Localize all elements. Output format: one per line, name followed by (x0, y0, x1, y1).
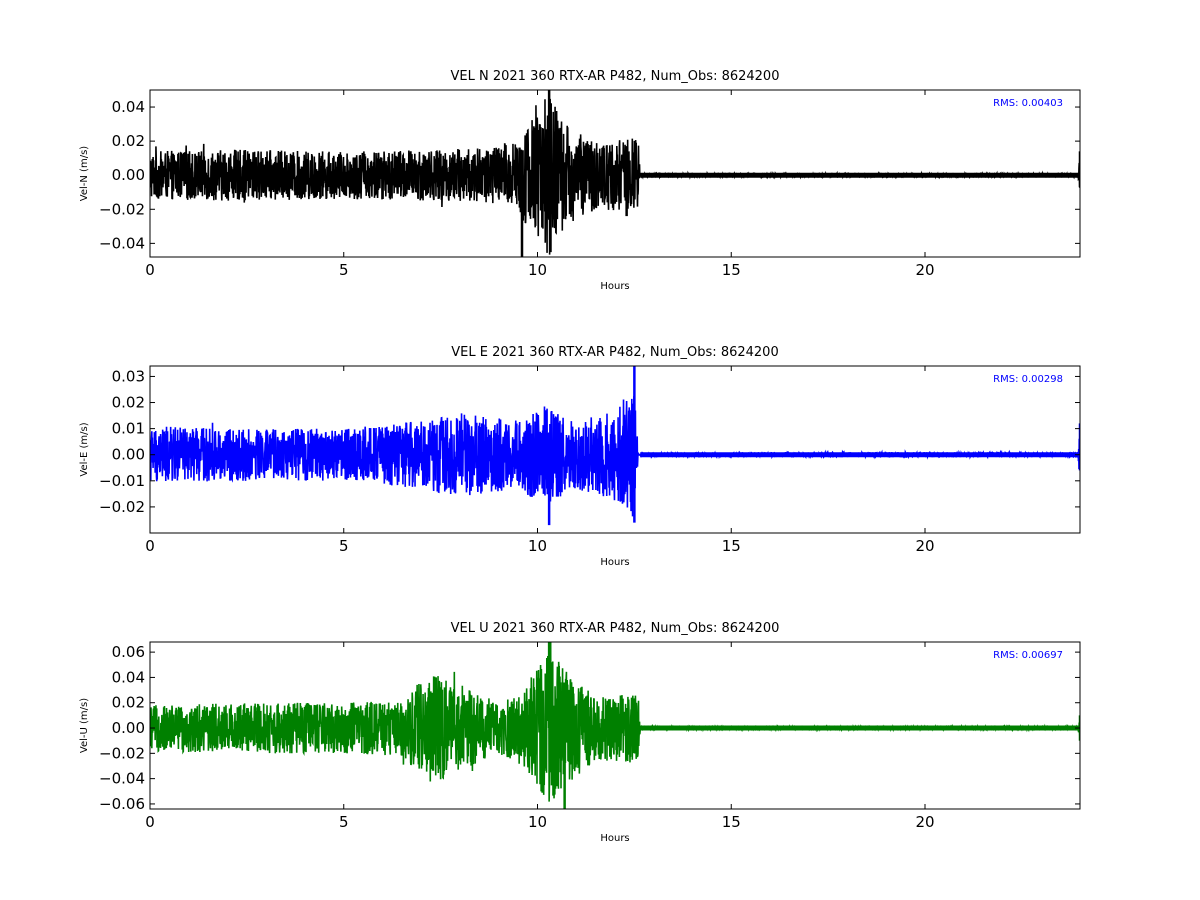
y-tick-label: 0.06 (112, 643, 145, 661)
y-axis-label: Vel-N (m/s) (79, 146, 90, 201)
x-axis-label: Hours (600, 557, 629, 568)
panel-2: 0 5 10 15 20 −0.06 −0.04 −0.02 0.00 0.02 0.04 0.06 V… (79, 621, 1081, 844)
plot-frame (149, 641, 1081, 810)
x-axis-label: Hours (600, 833, 629, 844)
x-tick-label: 20 (915, 261, 934, 279)
y-tick-label: 0.00 (112, 719, 145, 737)
y-tick-label: −0.02 (99, 200, 145, 218)
y-tick-label: 0.04 (112, 98, 145, 116)
y-tick-label: 0.02 (112, 132, 145, 150)
x-tick-label: 10 (528, 813, 547, 831)
chart-title: VEL E 2021 360 RTX-AR P482, Num_Obs: 862… (451, 345, 778, 360)
y-tick-label: 0.00 (112, 446, 145, 464)
plot-frame (149, 89, 1081, 258)
y-tick-label: 0.04 (112, 668, 145, 686)
rms-annotation: RMS: 0.00403 (993, 98, 1063, 109)
x-axis-label: Hours (600, 281, 629, 292)
y-tick-label: −0.06 (99, 795, 145, 813)
x-tick-label: 20 (915, 537, 934, 555)
y-tick-label: 0.00 (112, 166, 145, 184)
y-tick-label: 0.03 (112, 367, 145, 385)
y-tick-label: −0.02 (99, 498, 145, 516)
x-tick-label: 5 (339, 261, 349, 279)
x-tick-label: 5 (339, 813, 349, 831)
y-tick-label: −0.01 (99, 472, 145, 490)
y-axis-label: Vel-E (m/s) (79, 422, 90, 476)
rms-annotation: RMS: 0.00298 (993, 374, 1063, 385)
panel-1: 0 5 10 15 20 −0.02 −0.01 0.00 0.01 0.02 0.03 VEL E … (79, 345, 1081, 568)
panel-0: 0 5 10 15 20 −0.04 −0.02 0.00 0.02 0.04 VEL N 2021… (79, 69, 1081, 292)
y-axis-label: Vel-U (m/s) (79, 698, 90, 753)
x-tick-label: 5 (339, 537, 349, 555)
y-tick-label: −0.04 (99, 234, 145, 252)
y-tick-label: −0.02 (99, 744, 145, 762)
chart-title: VEL U 2021 360 RTX-AR P482, Num_Obs: 862… (451, 621, 780, 636)
x-tick-label: 0 (145, 261, 155, 279)
y-tick-label: 0.02 (112, 694, 145, 712)
x-tick-label: 10 (528, 537, 547, 555)
y-tick-label: 0.02 (112, 394, 145, 412)
x-tick-label: 15 (722, 813, 741, 831)
plot-frame (149, 365, 1081, 534)
y-tick-label: −0.04 (99, 770, 145, 788)
rms-annotation: RMS: 0.00697 (993, 650, 1063, 661)
series-line (150, 642, 1080, 802)
x-tick-label: 0 (145, 813, 155, 831)
x-tick-label: 0 (145, 537, 155, 555)
x-tick-label: 10 (528, 261, 547, 279)
x-tick-label: 15 (722, 537, 741, 555)
x-tick-label: 20 (915, 813, 934, 831)
y-tick-label: 0.01 (112, 420, 145, 438)
x-tick-label: 15 (722, 261, 741, 279)
chart-title: VEL N 2021 360 RTX-AR P482, Num_Obs: 862… (451, 69, 780, 84)
